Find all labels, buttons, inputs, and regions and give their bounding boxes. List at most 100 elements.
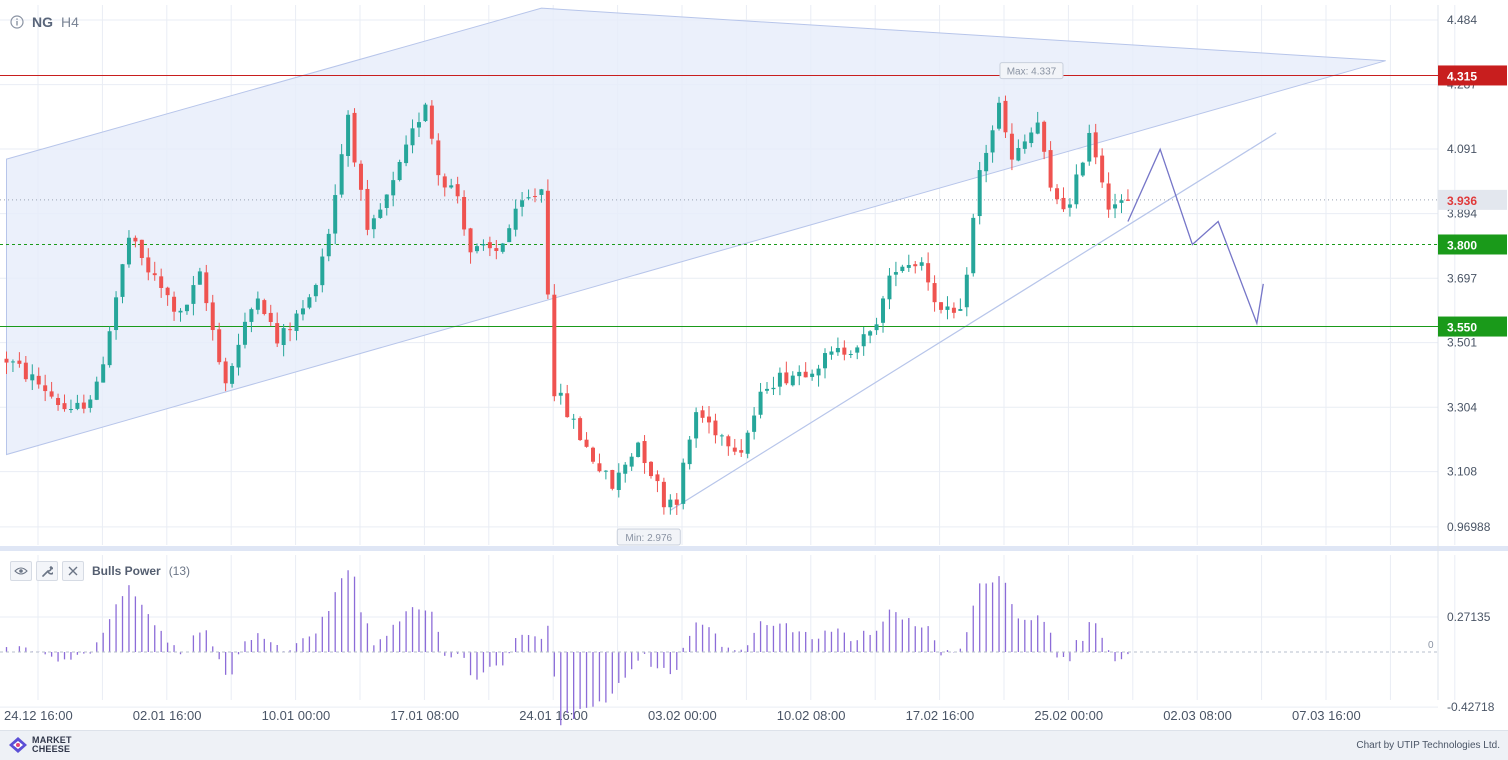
candle[interactable] bbox=[881, 295, 886, 333]
candle[interactable] bbox=[300, 300, 305, 321]
candle[interactable] bbox=[378, 203, 383, 219]
candle[interactable] bbox=[732, 438, 737, 456]
pane-separator[interactable] bbox=[0, 546, 1508, 551]
candle[interactable] bbox=[777, 367, 782, 396]
candle[interactable] bbox=[1093, 123, 1098, 165]
candle[interactable] bbox=[919, 257, 924, 271]
candle[interactable] bbox=[236, 333, 241, 376]
candle[interactable] bbox=[172, 291, 177, 321]
candle[interactable] bbox=[1048, 141, 1053, 192]
candle[interactable] bbox=[242, 312, 247, 349]
candle[interactable] bbox=[578, 416, 583, 442]
candle[interactable] bbox=[623, 462, 628, 483]
candle[interactable] bbox=[893, 261, 898, 287]
candle[interactable] bbox=[545, 179, 550, 300]
candle[interactable] bbox=[101, 356, 106, 383]
candle[interactable] bbox=[462, 190, 467, 236]
candle[interactable] bbox=[977, 161, 982, 225]
candle[interactable] bbox=[487, 236, 492, 257]
candle[interactable] bbox=[184, 304, 189, 315]
candle[interactable] bbox=[500, 242, 505, 254]
forecast-path[interactable] bbox=[1127, 147, 1264, 326]
candle[interactable] bbox=[997, 96, 1002, 131]
candle[interactable] bbox=[913, 260, 918, 274]
candle[interactable] bbox=[842, 340, 847, 361]
candle[interactable] bbox=[313, 283, 318, 302]
settings-button[interactable] bbox=[36, 561, 58, 581]
candle[interactable] bbox=[68, 399, 73, 413]
candle[interactable] bbox=[565, 384, 570, 418]
candle[interactable] bbox=[829, 346, 834, 360]
candle[interactable] bbox=[139, 239, 144, 266]
candle[interactable] bbox=[423, 102, 428, 123]
candle[interactable] bbox=[449, 178, 454, 189]
candle[interactable] bbox=[958, 298, 963, 312]
candle[interactable] bbox=[114, 291, 119, 340]
candle[interactable] bbox=[1106, 172, 1111, 218]
candle[interactable] bbox=[610, 469, 615, 491]
candle[interactable] bbox=[4, 351, 9, 375]
candle[interactable] bbox=[726, 434, 731, 456]
candle[interactable] bbox=[616, 463, 621, 498]
candle[interactable] bbox=[146, 248, 151, 281]
candle[interactable] bbox=[455, 176, 460, 204]
candle[interactable] bbox=[1003, 95, 1008, 138]
candle[interactable] bbox=[674, 493, 679, 515]
candle[interactable] bbox=[1113, 193, 1118, 219]
candle[interactable] bbox=[1035, 111, 1040, 135]
candle[interactable] bbox=[816, 364, 821, 387]
candle[interactable] bbox=[603, 470, 608, 480]
candle[interactable] bbox=[868, 330, 873, 344]
candle[interactable] bbox=[590, 446, 595, 464]
candle[interactable] bbox=[88, 395, 93, 413]
candle[interactable] bbox=[964, 267, 969, 317]
candle[interactable] bbox=[23, 356, 28, 382]
candle[interactable] bbox=[990, 125, 995, 163]
info-icon[interactable] bbox=[10, 15, 24, 29]
candle[interactable] bbox=[939, 302, 944, 314]
candle[interactable] bbox=[707, 406, 712, 434]
candle[interactable] bbox=[1074, 164, 1079, 209]
candle[interactable] bbox=[191, 275, 196, 316]
candle[interactable] bbox=[281, 323, 286, 357]
candle[interactable] bbox=[333, 184, 338, 245]
candle[interactable] bbox=[636, 441, 641, 458]
trend-line[interactable] bbox=[670, 132, 1277, 511]
timeframe-label[interactable]: H4 bbox=[61, 14, 79, 30]
candle[interactable] bbox=[752, 407, 757, 440]
candle[interactable] bbox=[951, 302, 956, 319]
candle[interactable] bbox=[971, 213, 976, 277]
candle[interactable] bbox=[410, 119, 415, 154]
candle[interactable] bbox=[152, 261, 157, 281]
candle[interactable] bbox=[320, 248, 325, 293]
visibility-button[interactable] bbox=[10, 561, 32, 581]
candle[interactable] bbox=[558, 383, 563, 405]
candle[interactable] bbox=[230, 363, 235, 388]
candle[interactable] bbox=[771, 376, 776, 396]
candle[interactable] bbox=[681, 458, 686, 510]
candle[interactable] bbox=[700, 405, 705, 423]
candle[interactable] bbox=[513, 199, 518, 237]
candle[interactable] bbox=[416, 112, 421, 137]
candle[interactable] bbox=[133, 235, 138, 248]
candle[interactable] bbox=[668, 494, 673, 515]
candle[interactable] bbox=[687, 435, 692, 470]
price-level-badge[interactable] bbox=[1438, 65, 1507, 86]
candle[interactable] bbox=[926, 252, 931, 291]
candle[interactable] bbox=[765, 382, 770, 394]
candle[interactable] bbox=[36, 367, 41, 389]
candle[interactable] bbox=[326, 228, 331, 262]
candle[interactable] bbox=[823, 348, 828, 379]
candle[interactable] bbox=[597, 453, 602, 473]
candle[interactable] bbox=[932, 275, 937, 312]
candle[interactable] bbox=[10, 359, 15, 372]
candle[interactable] bbox=[629, 453, 634, 471]
candle[interactable] bbox=[1125, 189, 1130, 201]
candle[interactable] bbox=[1022, 134, 1027, 154]
candle[interactable] bbox=[861, 326, 866, 356]
candle[interactable] bbox=[358, 160, 363, 201]
candle[interactable] bbox=[810, 369, 815, 381]
remove-indicator-button[interactable] bbox=[62, 561, 84, 581]
candle[interactable] bbox=[797, 365, 802, 386]
